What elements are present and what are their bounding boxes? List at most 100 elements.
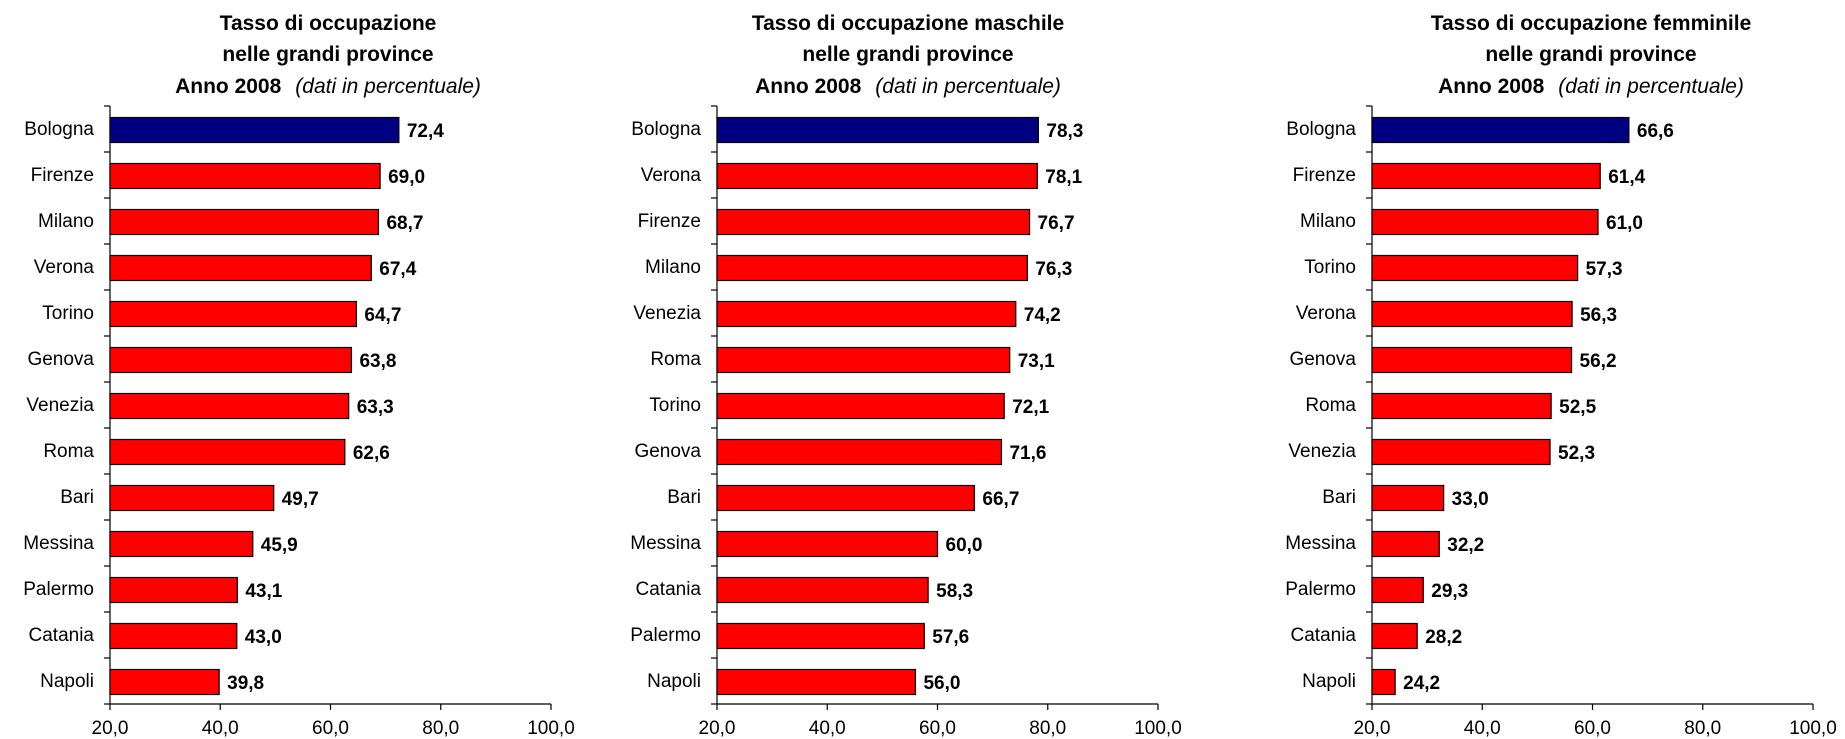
- bar: [109, 668, 220, 696]
- category-label: Palermo: [630, 625, 701, 646]
- bar: [109, 438, 346, 466]
- bar: [1371, 668, 1396, 696]
- bar: [109, 254, 372, 282]
- chart-year: Anno 2008: [1438, 75, 1545, 98]
- category-label: Verona: [34, 257, 95, 278]
- bar: [109, 346, 353, 374]
- value-tick-label: 20,0: [92, 718, 129, 739]
- bar-highlight: [109, 116, 400, 144]
- data-label: 43,1: [245, 581, 282, 602]
- chart-title-year-line: Anno 2008 (dati in percentuale): [755, 75, 1061, 98]
- category-label: Torino: [42, 303, 94, 324]
- bar: [109, 162, 381, 190]
- value-tick-label: 100,0: [1789, 718, 1837, 739]
- value-tick-label: 20,0: [699, 718, 736, 739]
- data-label: 28,2: [1425, 627, 1462, 648]
- chart-title-line: Tasso di occupazione: [220, 12, 437, 35]
- category-label: Bari: [60, 487, 94, 508]
- category-label: Milano: [645, 257, 701, 278]
- data-label: 56,2: [1580, 351, 1617, 372]
- data-label: 73,1: [1018, 351, 1055, 372]
- category-label: Verona: [641, 165, 702, 186]
- data-label: 57,3: [1586, 259, 1623, 280]
- data-label: 52,5: [1559, 397, 1596, 418]
- category-label: Bari: [1322, 487, 1356, 508]
- bar: [716, 530, 939, 558]
- category-label: Roma: [1305, 395, 1356, 416]
- value-tick-label: 100,0: [1134, 718, 1182, 739]
- chart-year: Anno 2008: [175, 75, 282, 98]
- data-label: 61,4: [1608, 167, 1645, 188]
- category-label: Firenze: [638, 211, 701, 232]
- value-tick-label: 80,0: [1029, 718, 1066, 739]
- value-tick-label: 60,0: [919, 718, 956, 739]
- value-tick-label: 60,0: [312, 718, 349, 739]
- category-label: Napoli: [647, 671, 701, 692]
- chart-title-line: nelle grandi province: [802, 43, 1013, 66]
- bar: [1371, 484, 1445, 512]
- category-label: Messina: [1285, 533, 1356, 554]
- category-label: Firenze: [31, 165, 94, 186]
- category-label: Bologna: [1286, 119, 1356, 140]
- data-label: 67,4: [379, 259, 416, 280]
- category-label: Napoli: [1302, 671, 1356, 692]
- data-label: 56,3: [1580, 305, 1617, 326]
- bar: [1371, 530, 1440, 558]
- value-tick-label: 80,0: [422, 718, 459, 739]
- bar-highlight: [1371, 116, 1630, 144]
- value-tick-label: 20,0: [1354, 718, 1391, 739]
- data-label: 60,0: [946, 535, 983, 556]
- category-label: Genova: [1289, 349, 1356, 370]
- data-label: 69,0: [388, 167, 425, 188]
- chart-panel-3: Tasso di occupazione femminile nelle gran…: [1285, 12, 1837, 739]
- bar: [1371, 254, 1579, 282]
- category-label: Verona: [1296, 303, 1357, 324]
- bar: [109, 300, 358, 328]
- bar: [716, 162, 1038, 190]
- category-label: Roma: [650, 349, 701, 370]
- chart-title-line: nelle grandi province: [1485, 43, 1696, 66]
- bar: [1371, 300, 1573, 328]
- value-tick-label: 60,0: [1574, 718, 1611, 739]
- category-label: Bari: [667, 487, 701, 508]
- data-label: 32,2: [1447, 535, 1484, 556]
- category-label: Torino: [1304, 257, 1356, 278]
- category-label: Catania: [1291, 625, 1357, 646]
- data-label: 62,6: [353, 443, 390, 464]
- data-label: 74,2: [1024, 305, 1061, 326]
- data-label: 66,6: [1637, 121, 1674, 142]
- data-label: 52,3: [1558, 443, 1595, 464]
- data-label: 72,4: [407, 121, 444, 142]
- bar: [716, 484, 976, 512]
- data-label: 49,7: [282, 489, 319, 510]
- bar: [716, 254, 1028, 282]
- bar: [109, 208, 380, 236]
- chart-title-line: nelle grandi province: [222, 43, 433, 66]
- data-label: 78,3: [1046, 121, 1083, 142]
- value-tick-label: 100,0: [527, 718, 575, 739]
- chart-subtitle: (dati in percentuale): [295, 75, 481, 98]
- chart-subtitle: (dati in percentuale): [1558, 75, 1744, 98]
- chart-title-year-line: Anno 2008 (dati in percentuale): [1438, 75, 1744, 98]
- bar: [716, 668, 917, 696]
- bar: [716, 300, 1017, 328]
- category-label: Venezia: [633, 303, 701, 324]
- category-label: Milano: [1300, 211, 1356, 232]
- bar: [1371, 622, 1418, 650]
- category-label: Bologna: [24, 119, 94, 140]
- chart-title-line: Tasso di occupazione femminile: [1431, 12, 1752, 35]
- bar: [1371, 346, 1573, 374]
- bar: [109, 530, 254, 558]
- bar: [1371, 576, 1424, 604]
- category-label: Venezia: [1288, 441, 1356, 462]
- category-label: Messina: [630, 533, 701, 554]
- bar-highlight: [716, 116, 1039, 144]
- category-label: Roma: [43, 441, 94, 462]
- value-tick-label: 40,0: [809, 718, 846, 739]
- data-label: 64,7: [364, 305, 401, 326]
- data-label: 33,0: [1452, 489, 1489, 510]
- chart-panel-2: Tasso di occupazione maschile nelle grand…: [630, 12, 1182, 739]
- value-tick-label: 40,0: [202, 718, 239, 739]
- category-label: Venezia: [26, 395, 94, 416]
- chart-year: Anno 2008: [755, 75, 862, 98]
